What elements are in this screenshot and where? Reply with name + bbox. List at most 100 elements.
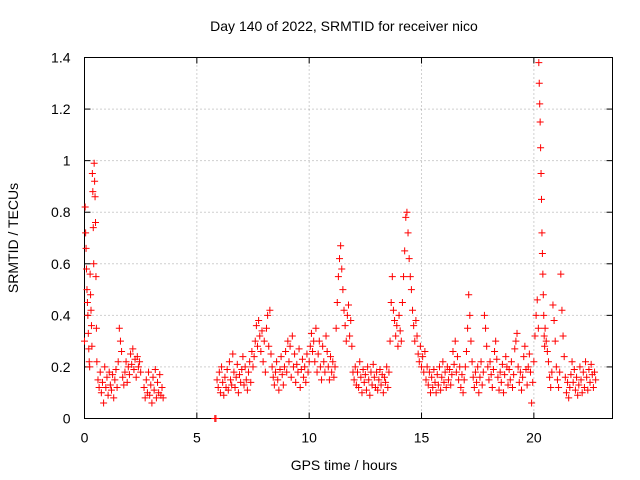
data-point [106, 381, 114, 389]
data-point [585, 366, 593, 374]
data-point [505, 366, 513, 374]
data-point [91, 177, 99, 185]
data-point [306, 342, 314, 350]
data-point [276, 366, 284, 374]
data-point [501, 371, 509, 379]
y-tick-label: 1.4 [51, 50, 71, 66]
data-point [402, 213, 410, 221]
data-point [229, 350, 237, 358]
data-point [86, 363, 94, 371]
data-point [555, 384, 563, 392]
data-point [558, 306, 566, 314]
data-point [351, 363, 359, 371]
data-point [279, 381, 287, 389]
data-point [473, 378, 481, 386]
data-point [471, 368, 479, 376]
data-point [424, 381, 432, 389]
data-point [87, 322, 95, 330]
data-point [504, 381, 512, 389]
data-point [388, 273, 396, 281]
data-point [432, 389, 440, 397]
data-point [301, 363, 309, 371]
data-point [315, 337, 323, 345]
data-point [477, 358, 485, 366]
data-point [587, 360, 595, 368]
data-point [438, 373, 446, 381]
data-point [146, 391, 154, 399]
data-point [421, 347, 429, 355]
data-point [134, 363, 142, 371]
data-point [282, 347, 290, 355]
data-point [257, 347, 265, 355]
data-point [156, 371, 164, 379]
data-point [269, 373, 277, 381]
data-point [450, 360, 458, 368]
data-point [96, 368, 104, 376]
data-point [366, 391, 374, 399]
data-point [469, 373, 477, 381]
data-point [141, 394, 149, 402]
data-point [287, 373, 295, 381]
data-point [484, 363, 492, 371]
data-point [119, 373, 127, 381]
data-point [513, 329, 521, 337]
data-point [323, 347, 331, 355]
data-point [147, 381, 155, 389]
data-point [521, 342, 529, 350]
data-point [492, 337, 500, 345]
data-point [487, 371, 495, 379]
data-point [411, 337, 419, 345]
data-point [103, 373, 111, 381]
data-point [94, 376, 102, 384]
data-point [547, 384, 555, 392]
data-point [442, 384, 450, 392]
data-point [322, 332, 330, 340]
data-point [538, 229, 546, 237]
data-point [435, 363, 443, 371]
data-point [405, 255, 413, 263]
data-point [318, 376, 326, 384]
data-point [295, 345, 303, 353]
data-point [446, 366, 454, 374]
data-point [579, 368, 587, 376]
axis-ticks: 0 5 10 15 20 0 0.2 0.4 0.6 0.8 1 1.2 1.4 [51, 50, 613, 446]
data-point [566, 384, 574, 392]
data-point [340, 306, 348, 314]
data-point [355, 384, 363, 392]
data-point [568, 358, 576, 366]
data-point [488, 384, 496, 392]
data-point [114, 358, 122, 366]
data-point [260, 337, 268, 345]
data-point [496, 368, 504, 376]
data-point [92, 219, 100, 227]
data-point [267, 350, 275, 358]
data-point [92, 324, 100, 332]
data-point [542, 337, 550, 345]
data-point [386, 337, 394, 345]
data-point [334, 273, 342, 281]
data-point [376, 366, 384, 374]
data-point [291, 350, 299, 358]
data-point [383, 363, 391, 371]
data-point [470, 384, 478, 392]
data-point [341, 322, 349, 330]
data-point [271, 368, 279, 376]
data-point [409, 306, 417, 314]
data-point [531, 332, 539, 340]
data-point [497, 378, 505, 386]
data-point [285, 358, 293, 366]
data-point [346, 332, 354, 340]
data-point [392, 332, 400, 340]
data-point [219, 378, 227, 386]
data-point [534, 324, 542, 332]
data-point [460, 376, 468, 384]
data-point [332, 324, 340, 332]
data-point [359, 366, 367, 374]
data-point [273, 358, 281, 366]
data-point [396, 327, 404, 335]
data-point [356, 358, 364, 366]
data-point [465, 291, 473, 299]
data-point [145, 368, 153, 376]
data-point [546, 373, 554, 381]
data-point [365, 376, 373, 384]
